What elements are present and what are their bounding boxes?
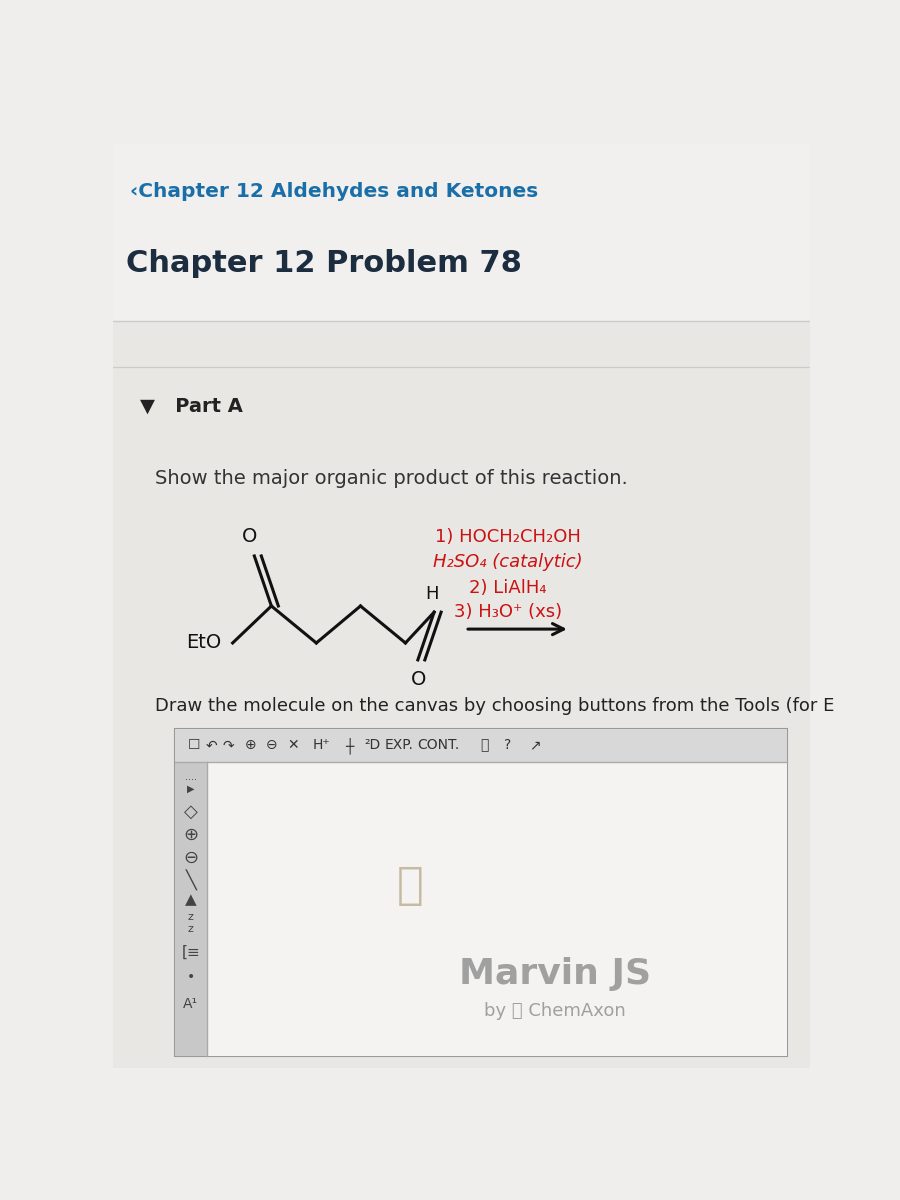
Text: Chapter 12 Problem 78: Chapter 12 Problem 78	[126, 248, 522, 278]
Text: 3) H₃O⁺ (xs): 3) H₃O⁺ (xs)	[454, 604, 562, 622]
Text: z
z: z z	[188, 912, 194, 934]
Text: O: O	[411, 670, 427, 689]
Text: [≡: [≡	[182, 946, 200, 960]
Text: 1) HOCH₂CH₂OH: 1) HOCH₂CH₂OH	[435, 528, 580, 546]
Text: ↗: ↗	[529, 738, 541, 752]
Text: H⁺: H⁺	[313, 738, 330, 752]
Text: ⊕: ⊕	[184, 826, 198, 844]
Text: Draw the molecule on the canvas by choosing buttons from the Tools (for E: Draw the molecule on the canvas by choos…	[155, 697, 834, 715]
Text: ?: ?	[504, 738, 511, 752]
Text: H₂SO₄ (catalytic): H₂SO₄ (catalytic)	[433, 553, 582, 571]
Text: ▲: ▲	[184, 893, 196, 907]
Text: H: H	[425, 584, 438, 602]
Text: EXP.: EXP.	[385, 738, 414, 752]
Text: ....
▶: .... ▶	[184, 773, 197, 794]
Text: ↶: ↶	[206, 738, 218, 752]
Text: ╲: ╲	[185, 870, 196, 892]
Bar	[175, 730, 787, 762]
Text: ↷: ↷	[223, 738, 235, 752]
Text: ⊕: ⊕	[245, 738, 256, 752]
Bar	[175, 762, 207, 1056]
Text: A¹: A¹	[184, 997, 198, 1012]
Text: by Ⓒ ChemAxon: by Ⓒ ChemAxon	[484, 1002, 626, 1020]
Text: ▼   Part A: ▼ Part A	[140, 396, 242, 415]
Bar	[112, 144, 810, 322]
Text: Show the major organic product of this reaction.: Show the major organic product of this r…	[155, 469, 628, 488]
Text: ✕: ✕	[287, 738, 299, 752]
Text: •: •	[186, 970, 195, 984]
Bar	[112, 322, 810, 1068]
Text: O: O	[242, 527, 257, 546]
Text: 📋: 📋	[397, 864, 423, 907]
Text: ◇: ◇	[184, 803, 198, 821]
Text: ⓘ: ⓘ	[481, 738, 489, 752]
Bar	[207, 762, 787, 1056]
Bar	[175, 730, 787, 1056]
Text: EtO: EtO	[186, 634, 221, 653]
Text: Marvin JS: Marvin JS	[459, 956, 651, 991]
Text: CONT.: CONT.	[417, 738, 459, 752]
Text: ²D: ²D	[364, 738, 380, 752]
Text: ⊖: ⊖	[184, 848, 198, 866]
Text: ‹Chapter 12 Aldehydes and Ketones: ‹Chapter 12 Aldehydes and Ketones	[130, 182, 538, 202]
Text: ⊖: ⊖	[266, 738, 277, 752]
Text: 2) LiAlH₄: 2) LiAlH₄	[469, 578, 546, 596]
Text: ☐: ☐	[187, 738, 200, 752]
Text: ┼: ┼	[345, 737, 353, 754]
